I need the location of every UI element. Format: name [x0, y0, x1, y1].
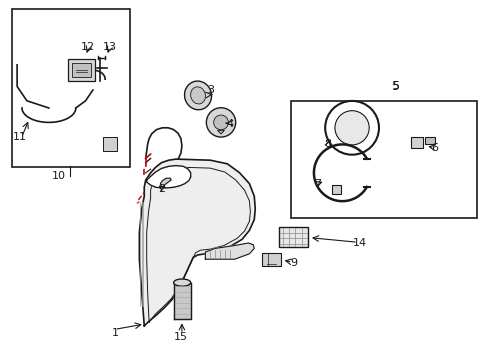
Text: 13: 13 — [103, 42, 117, 52]
Text: 12: 12 — [81, 42, 95, 52]
Polygon shape — [205, 243, 254, 259]
Circle shape — [213, 115, 228, 130]
Bar — [331, 185, 341, 194]
Bar — [68, 59, 95, 81]
Text: 4: 4 — [226, 119, 233, 129]
Text: 9: 9 — [289, 258, 296, 268]
Polygon shape — [217, 130, 224, 134]
Text: 5: 5 — [392, 81, 399, 91]
Text: 2: 2 — [158, 184, 164, 194]
Text: 8: 8 — [324, 139, 330, 149]
Bar — [12, 9, 129, 167]
Text: 11: 11 — [13, 132, 26, 142]
Circle shape — [334, 111, 368, 145]
Text: 1: 1 — [111, 328, 118, 338]
Bar — [278, 227, 307, 247]
Polygon shape — [146, 166, 190, 188]
Bar — [261, 253, 281, 266]
Text: 6: 6 — [431, 143, 438, 153]
Ellipse shape — [184, 81, 211, 110]
Polygon shape — [139, 159, 255, 326]
Text: 15: 15 — [174, 332, 187, 342]
Text: 5: 5 — [391, 80, 399, 93]
Bar — [290, 101, 476, 218]
Bar — [425, 137, 434, 144]
Text: 3: 3 — [206, 85, 213, 95]
Text: 10: 10 — [52, 171, 65, 181]
Bar — [102, 137, 117, 151]
Polygon shape — [173, 283, 190, 319]
Circle shape — [325, 101, 378, 155]
Ellipse shape — [173, 279, 190, 286]
Text: 14: 14 — [352, 238, 366, 248]
Circle shape — [206, 108, 235, 137]
Ellipse shape — [190, 87, 205, 104]
Bar — [410, 137, 422, 148]
Bar — [72, 63, 91, 77]
Text: 7: 7 — [314, 179, 321, 189]
Polygon shape — [160, 178, 171, 187]
